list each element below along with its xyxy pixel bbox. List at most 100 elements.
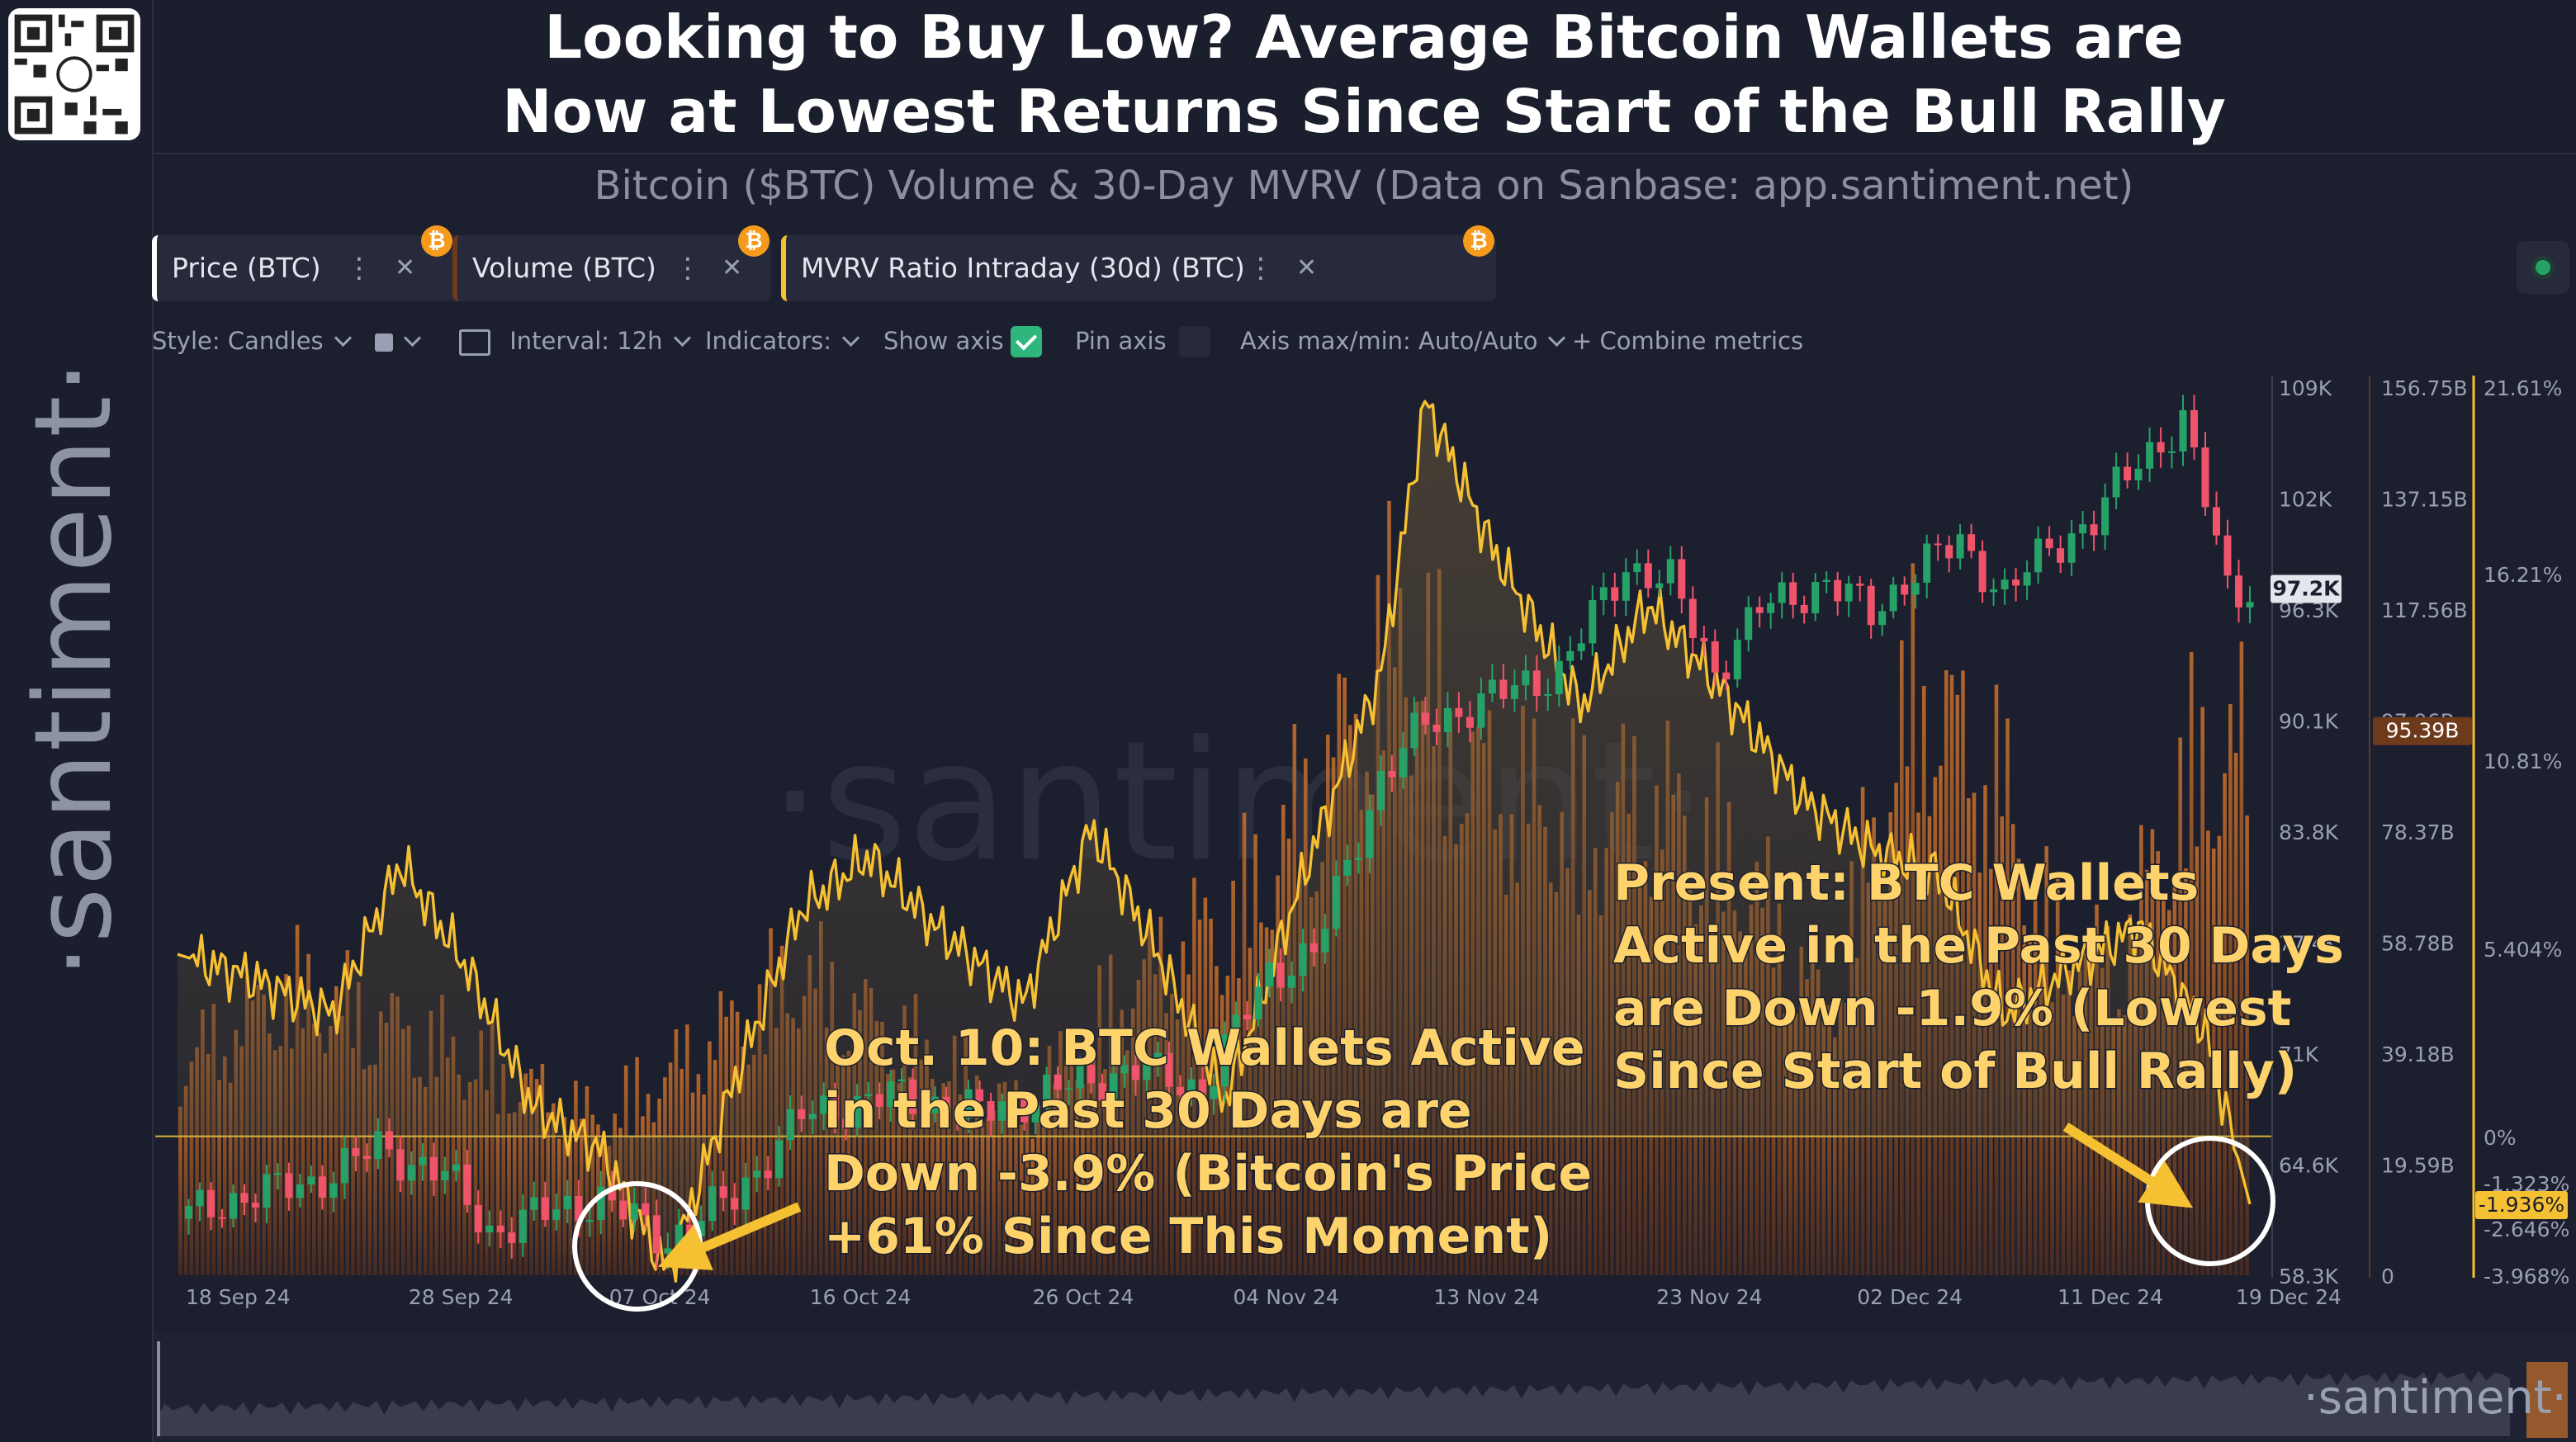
price-tick-label: 64.6K [2279,1154,2339,1178]
candle-body [931,1096,940,1113]
volume-bar [2122,1014,2127,1275]
volume-bar [746,1064,751,1275]
mvrv-current-tag [2475,1191,2568,1219]
candle-body [1745,607,1753,641]
candle-body [2023,572,2031,586]
tab-price[interactable]: Price (BTC) ⋮ ✕ ₿ [152,225,469,301]
volume-bar [1053,1083,1057,1275]
volume-tick-label: 156.75B [2381,376,2468,400]
candle-body [1376,771,1385,811]
candle-body [764,1170,772,1179]
volume-bar [479,1030,483,1275]
candle-body [642,1203,650,1216]
volume-bar [406,1025,411,1275]
volume-bar [935,1104,940,1275]
candle-body [185,1206,192,1219]
style-select[interactable]: Style: Candles [152,318,352,364]
candle-body [2146,442,2154,469]
price-tick-label: 90.1K [2279,710,2339,734]
candle-body [1688,598,1697,638]
volume-bar [1783,1014,1787,1275]
volume-bar [2005,718,2010,1275]
price-tick-label: 77.4K [2279,932,2339,956]
volume-bar [925,1039,929,1275]
combine-metrics-button[interactable]: + Combine metrics [1572,327,1804,355]
volume-bar [724,1016,728,1275]
candle-body [1477,693,1485,728]
candle-body [2079,524,2087,534]
x-tick-label: 26 Oct 24 [1033,1285,1134,1309]
candle-body [1566,650,1574,661]
close-icon[interactable]: ✕ [395,253,416,282]
volume-bar [2200,707,2204,1275]
interval-select[interactable]: Interval: 12h [459,318,691,364]
volume-tick-label: 19.59B [2381,1154,2455,1178]
candle-body [541,1197,549,1220]
volume-bar [1844,1003,1849,1275]
candle-body [1366,810,1374,858]
tab-mvrv[interactable]: MVRV Ratio Intraday (30d) (BTC) ⋮ ✕ ₿ [781,225,1496,301]
candle-body [508,1232,516,1243]
close-icon[interactable]: ✕ [722,253,743,282]
candle-body [263,1174,271,1208]
volume-bar [2117,1009,2121,1275]
volume-bar [250,1000,255,1275]
more-vertical-icon[interactable]: ⋮ [345,252,373,285]
volume-bar [290,1048,294,1275]
volume-bar [1063,1059,1068,1275]
candle-body [1755,607,1764,613]
candle-body [1354,858,1362,860]
candle-body [864,1094,873,1097]
volume-bar [1788,1019,1792,1275]
color-select[interactable] [375,318,422,364]
candle-body [2134,468,2143,480]
volume-bar [552,1103,556,1275]
status-button[interactable] [2517,241,2569,294]
close-icon[interactable]: ✕ [1296,253,1318,282]
candle-body [1143,1063,1151,1080]
volume-bar [529,1068,533,1275]
candle-body [675,1224,683,1249]
show-axis-checkbox[interactable] [1011,326,1042,357]
volume-bar [512,1112,517,1275]
candle-body [2067,533,2076,563]
candle-body [196,1189,204,1207]
mvrv-current-value: -1.936% [2479,1193,2564,1217]
pin-axis-checkbox[interactable] [1179,326,1210,357]
indicators-select[interactable]: Indicators: [705,318,860,364]
volume-bar [362,1069,367,1275]
volume-bar [891,1069,896,1275]
candle-body [496,1225,504,1232]
candle-body [1544,694,1552,696]
candle-body [296,1184,304,1199]
volume-bar [1838,999,1843,1275]
tab-volume[interactable]: Volume (BTC) ⋮ ✕ ₿ [452,225,771,301]
candle-body [1243,1014,1251,1019]
volume-bar [735,1011,740,1275]
candle-body [719,1186,727,1199]
volume-bar [980,1122,985,1275]
candle-body [1822,579,1830,582]
volume-bar [1008,1091,1012,1275]
volume-bar [1081,1084,1085,1275]
volume-tick-label: 117.56B [2381,598,2468,622]
volume-bar [2189,652,2194,1275]
more-vertical-icon[interactable]: ⋮ [674,252,702,285]
candle-body [374,1131,382,1159]
candle-body [218,1217,226,1219]
candle-body [1889,584,1897,612]
mvrv-tick-label: 10.81% [2484,749,2562,773]
candle-body [820,1095,828,1114]
volume-bar [1002,1081,1007,1275]
axis-minmax-select[interactable]: Axis max/min: Auto/Auto [1240,318,1566,364]
candle-body [741,1177,750,1210]
price-tick-label: 102K [2279,488,2332,512]
candle-body [1778,582,1786,603]
candle-body [630,1203,638,1220]
volume-bar [501,1063,505,1275]
more-vertical-icon[interactable]: ⋮ [1247,252,1275,285]
candle-body [552,1209,561,1220]
candle-body [1343,859,1352,876]
candle-body [1956,534,1964,559]
candle-body [1555,660,1563,694]
